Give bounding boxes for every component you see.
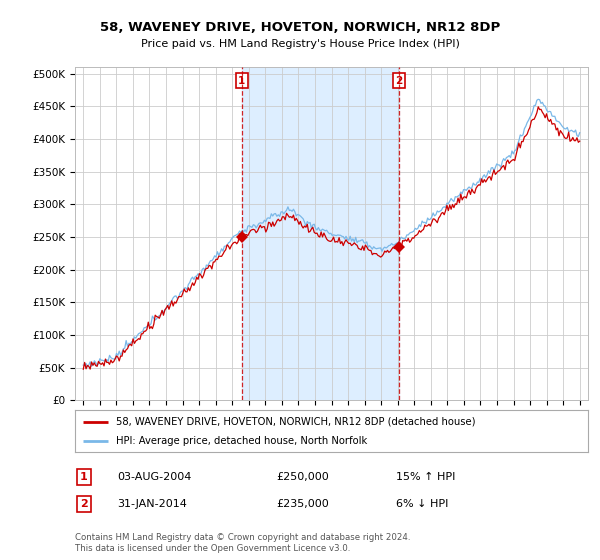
Text: 58, WAVENEY DRIVE, HOVETON, NORWICH, NR12 8DP (detached house): 58, WAVENEY DRIVE, HOVETON, NORWICH, NR1… <box>116 417 476 427</box>
Text: 03-AUG-2004: 03-AUG-2004 <box>117 472 191 482</box>
Text: Price paid vs. HM Land Registry's House Price Index (HPI): Price paid vs. HM Land Registry's House … <box>140 39 460 49</box>
Text: HPI: Average price, detached house, North Norfolk: HPI: Average price, detached house, Nort… <box>116 436 367 446</box>
Text: 2: 2 <box>395 76 403 86</box>
Text: 1: 1 <box>238 76 245 86</box>
Text: £235,000: £235,000 <box>276 499 329 509</box>
Text: £250,000: £250,000 <box>276 472 329 482</box>
Text: 1: 1 <box>80 472 88 482</box>
Text: 31-JAN-2014: 31-JAN-2014 <box>117 499 187 509</box>
Bar <box>242 67 399 400</box>
Text: 6% ↓ HPI: 6% ↓ HPI <box>396 499 448 509</box>
Text: 58, WAVENEY DRIVE, HOVETON, NORWICH, NR12 8DP: 58, WAVENEY DRIVE, HOVETON, NORWICH, NR1… <box>100 21 500 34</box>
Text: 15% ↑ HPI: 15% ↑ HPI <box>396 472 455 482</box>
Text: 2: 2 <box>80 499 88 509</box>
Text: Contains HM Land Registry data © Crown copyright and database right 2024.
This d: Contains HM Land Registry data © Crown c… <box>75 533 410 553</box>
